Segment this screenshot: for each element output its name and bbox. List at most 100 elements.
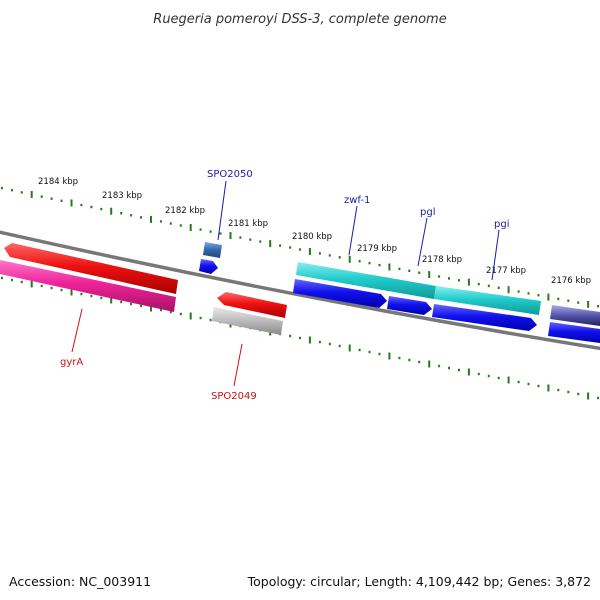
lower-tick-minor [497, 376, 500, 380]
upper-tick-minor [140, 216, 142, 219]
kbp-label-2179: 2179 kbp [357, 244, 397, 254]
gene-label-gyrA[interactable]: gyrA [60, 357, 83, 368]
upper-tick-major [428, 271, 431, 279]
lower-tick-minor [80, 292, 83, 296]
upper-tick-minor [169, 222, 172, 225]
upper-tick-minor [60, 199, 63, 202]
gene-label-SPO2049[interactable]: SPO2049 [211, 391, 257, 402]
upper-tick-major [269, 240, 272, 248]
lower-tick-minor [299, 336, 301, 340]
upper-tick-major [507, 286, 510, 294]
lower-tick-minor [477, 372, 480, 376]
leader-pgl [417, 217, 428, 267]
upper-tick-minor [40, 195, 43, 198]
upper-tick-major [30, 191, 33, 198]
lower-tick-minor [487, 374, 490, 378]
gene-pgi-arrow[interactable] [432, 304, 537, 331]
upper-tick-minor [299, 248, 301, 251]
upper-tick-minor [219, 232, 222, 235]
upper-tick-minor [537, 294, 540, 297]
upper-tick-major [150, 215, 152, 223]
lower-tick-minor [199, 316, 202, 320]
lower-tick-minor [338, 344, 341, 348]
upper-tick-minor [90, 205, 93, 209]
kbp-label-2181: 2181 kbp [228, 219, 268, 229]
upper-tick-minor [289, 246, 292, 249]
lower-tick-minor [597, 396, 600, 400]
lower-tick-major [467, 368, 470, 376]
leader-gyrA [71, 308, 83, 353]
gene-gyrA-arrow[interactable] [4, 243, 178, 294]
lower-tick-minor [10, 278, 13, 282]
lower-tick-minor [458, 368, 460, 372]
gene-pgl-segment[interactable] [434, 286, 541, 315]
upper-tick-minor [557, 297, 560, 301]
gene-pgi-segment[interactable] [550, 305, 600, 326]
gene-zwf-1-segment[interactable] [296, 262, 436, 299]
lower-tick-major [388, 352, 391, 360]
gene-zwf-1-arrow[interactable] [293, 279, 387, 308]
gene-label-SPO2050[interactable]: SPO2050 [207, 169, 253, 180]
lower-tick-major [547, 384, 550, 392]
lower-tick-minor [120, 300, 123, 304]
upper-tick-minor [328, 254, 331, 257]
lower-tick-minor [130, 302, 133, 306]
lower-tick-major [348, 344, 351, 352]
lower-tick-minor [328, 342, 331, 346]
kbp-label-2178: 2178 kbp [422, 255, 462, 265]
lower-tick-major [70, 288, 73, 296]
gene-SPO2049-arrow[interactable] [217, 292, 287, 318]
lower-tick-minor [50, 286, 53, 290]
upper-tick-track [0, 186, 600, 308]
upper-tick-minor [159, 220, 162, 223]
lower-tick-major [30, 280, 33, 288]
kbp-label-2176: 2176 kbp [551, 276, 591, 286]
lower-tick-minor [398, 356, 401, 360]
upper-tick-minor [130, 214, 133, 217]
upper-tick-minor [398, 267, 401, 271]
kbp-label-2182: 2182 kbp [165, 206, 205, 216]
gene-SPO2049-lower-segment[interactable] [212, 307, 283, 335]
lower-tick-minor [60, 288, 63, 292]
upper-tick-minor [239, 236, 242, 239]
upper-tick-major [348, 255, 351, 263]
kbp-label-2180: 2180 kbp [292, 232, 332, 242]
upper-tick-minor [448, 277, 450, 280]
lower-tick-minor [90, 294, 93, 298]
lower-tick-minor [358, 348, 361, 352]
upper-tick-minor [279, 244, 282, 247]
lower-tick-minor [159, 308, 162, 312]
leader-pgi [491, 229, 500, 281]
lower-tick-major [587, 392, 590, 400]
upper-tick-minor [597, 305, 600, 308]
lower-tick-minor [169, 310, 172, 314]
lower-tick-minor [179, 312, 182, 316]
upper-tick-minor [438, 275, 441, 278]
gene-label-pgl[interactable]: pgl [420, 207, 435, 218]
upper-tick-major [229, 232, 232, 240]
lower-tick-minor [408, 358, 411, 362]
gene-rrna-segment[interactable] [0, 260, 176, 312]
upper-tick-minor [249, 238, 252, 241]
upper-tick-minor [120, 212, 123, 215]
gene-label-pgi[interactable]: pgi [494, 219, 509, 230]
kbp-label-2183: 2183 kbp [102, 191, 142, 201]
gene-next-arrow[interactable] [548, 322, 600, 343]
gene-SPO2050-small-segment[interactable] [203, 242, 222, 258]
leader-zwf-1 [348, 205, 358, 256]
lower-tick-minor [368, 350, 371, 354]
gene-SPO2050-arrow[interactable] [199, 259, 218, 274]
gene-label-zwf-1[interactable]: zwf-1 [344, 195, 370, 206]
lower-tick-major [507, 376, 510, 384]
accession-label: Accession: NC_003911 [9, 574, 151, 589]
lower-tick-minor [209, 318, 212, 322]
kbp-label-2184: 2184 kbp [38, 177, 78, 187]
gene-pgl-arrow[interactable] [387, 296, 432, 315]
upper-tick-minor [259, 240, 262, 243]
lower-tick-minor [438, 364, 441, 368]
upper-tick-minor [209, 230, 212, 233]
upper-tick-minor [80, 203, 83, 207]
lower-tick-major [110, 296, 113, 304]
upper-tick-minor [408, 269, 411, 272]
